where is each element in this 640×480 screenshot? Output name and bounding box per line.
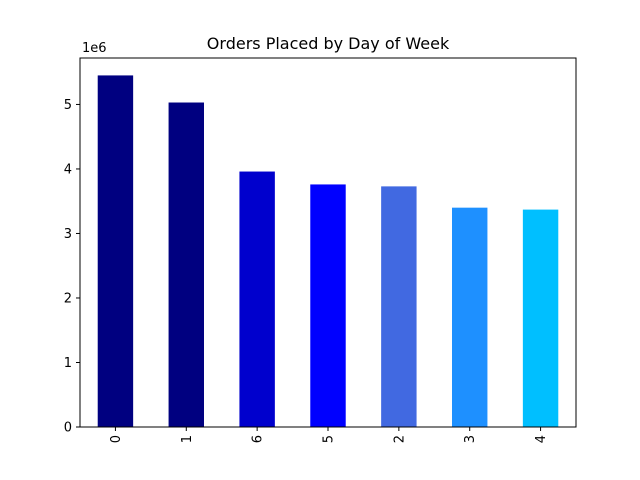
x-tick-label: 3 [463,435,478,443]
y-tick-label: 5 [64,98,72,113]
chart-title: Orders Placed by Day of Week [207,34,450,53]
y-axis-offset-label: 1e6 [82,41,107,56]
x-tick-label: 5 [322,435,337,443]
y-tick-label: 1 [64,356,72,371]
y-tick-label: 4 [64,162,72,177]
y-tick-label: 0 [64,421,72,436]
x-tick-label: 6 [251,435,266,443]
x-tick-label: 2 [392,435,407,443]
plot-area: 0 1 2 3 4 5 0 1 6 5 2 3 4 [64,57,577,443]
bar-5 [310,184,346,427]
x-tick-label: 0 [109,435,124,443]
bar-6 [239,171,275,427]
bar-4 [522,209,559,427]
bar-0 [97,75,134,427]
x-tick-label: 1 [180,435,195,443]
x-tick-label: 4 [534,435,549,443]
y-tick-label: 2 [64,291,72,306]
bar-3 [452,207,488,427]
y-tick-label: 3 [64,227,72,242]
bar-1 [168,102,204,427]
bar-2 [381,186,417,427]
